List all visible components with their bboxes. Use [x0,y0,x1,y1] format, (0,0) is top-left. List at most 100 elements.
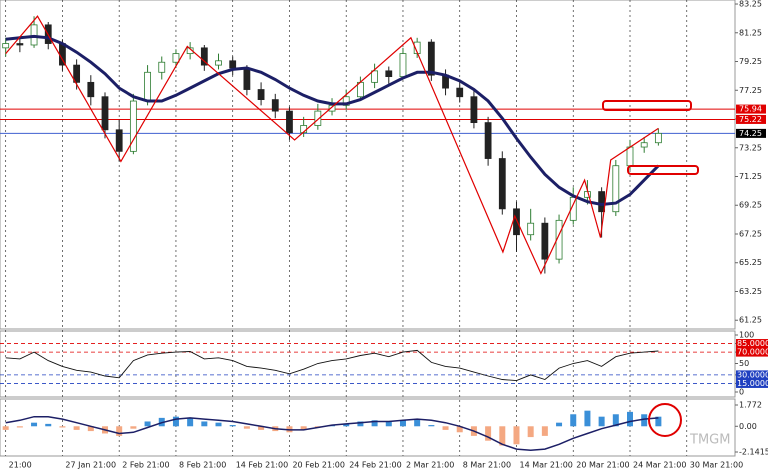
y-tick-label: 77.25 [739,86,762,95]
y-tick-label: 85.0000 [737,339,768,348]
price-label: 75.22 [739,115,762,124]
candle-body [144,71,151,102]
histogram-bar [45,423,52,427]
y-tick-label: 65.25 [739,258,762,267]
x-tick-label: 2 Mar 21:00 [406,461,454,470]
candle-body [654,132,662,144]
x-tick-label: 21:00 [9,461,32,470]
histogram-bar [385,421,392,427]
y-tick-label: -2.1415 [739,448,768,457]
histogram-bar [144,421,151,427]
y-tick-label: 69.25 [739,201,762,210]
candle-body [2,43,10,49]
y-tick-label: 61.25 [739,316,762,325]
histogram-bar [399,420,406,427]
level-label-bg [736,339,768,349]
histogram-bar [258,426,265,430]
histogram-bar [215,422,222,427]
histogram-bar [442,426,449,430]
x-tick-label: 14 Mar 21:00 [519,461,572,470]
histogram-bar [541,426,548,436]
candle-body [470,96,478,124]
histogram-bar [456,426,463,433]
zigzag [5,15,659,275]
y-tick-label: 73.25 [739,143,762,152]
candle-body [527,222,535,236]
macd-panel [0,398,736,457]
histogram-bar [73,426,80,430]
histogram-bar [343,423,350,427]
annotation-circle [648,403,682,437]
price-panel [0,0,736,330]
candle-body [59,43,66,66]
histogram-bar [371,420,378,427]
candle-body [200,47,208,66]
histogram-bar [513,426,520,445]
y-tick-label: 0.00 [739,422,757,431]
x-tick-label: 8 Mar 21:00 [463,461,511,470]
candle-body [456,87,464,98]
histogram-bar [485,426,492,441]
x-tick-label: 2 Feb 21:00 [122,461,169,470]
annotation-box [602,100,692,111]
price-label-bg [736,114,766,124]
histogram-bar [598,416,605,427]
histogram-bar [499,426,506,446]
histogram-bar [627,411,633,427]
y-tick-label: 50 [739,359,749,368]
histogram-bar [16,426,23,428]
candle-body [286,110,293,134]
x-tick-label: 14 Feb 21:00 [236,461,288,470]
candle-body [172,53,180,63]
y-tick-label: 100 [739,331,754,340]
y-tick-label: 1.772 [739,401,762,410]
candle-body [101,96,109,131]
rsi-panel [0,330,736,398]
histogram-bar [187,417,194,427]
watermark: TMGM [689,433,730,448]
x-tick-label: 30 Mar 21:00 [690,461,743,470]
rsi-line [5,349,659,382]
histogram-bar [570,414,577,427]
level-label-bg [736,347,768,357]
candle-body [399,53,407,78]
candle-body [626,146,634,167]
level-label-bg [736,370,768,380]
histogram-bar [300,426,307,430]
histogram-bar [655,416,662,427]
candle-body [158,61,166,73]
candle-body [612,165,620,213]
histogram-bar [428,425,435,427]
x-tick-label: 20 Feb 21:00 [292,461,344,470]
candle-body [271,99,279,112]
histogram-bar [612,414,619,427]
candle-body [498,158,506,210]
histogram-bar [527,426,534,438]
histogram-bar [130,426,137,429]
candle-body [115,129,123,152]
price-label: 74.25 [739,129,762,138]
histogram-bar [31,422,38,427]
candle-body [16,43,24,46]
y-tick-label: 83.25 [739,0,762,9]
candle-body [257,89,265,101]
candle-body [427,41,435,76]
histogram-bar [2,426,9,430]
histogram-bar [243,426,250,429]
candle-body [314,110,322,126]
annotation-box [627,165,699,175]
level-label-bg [736,378,768,388]
histogram-bar [641,414,648,427]
histogram-bar [414,419,421,427]
candle-body [87,81,95,98]
candle-body [541,222,549,260]
histogram-bar [229,425,236,427]
candle-body [640,142,648,148]
x-tick-label: 8 Feb 21:00 [179,461,226,470]
y-tick-label: 81.25 [739,28,762,37]
y-tick-label: 67.25 [739,229,762,238]
candle-body [129,100,137,152]
y-tick-label: 15.0000 [737,379,768,388]
histogram-bar [172,416,179,427]
